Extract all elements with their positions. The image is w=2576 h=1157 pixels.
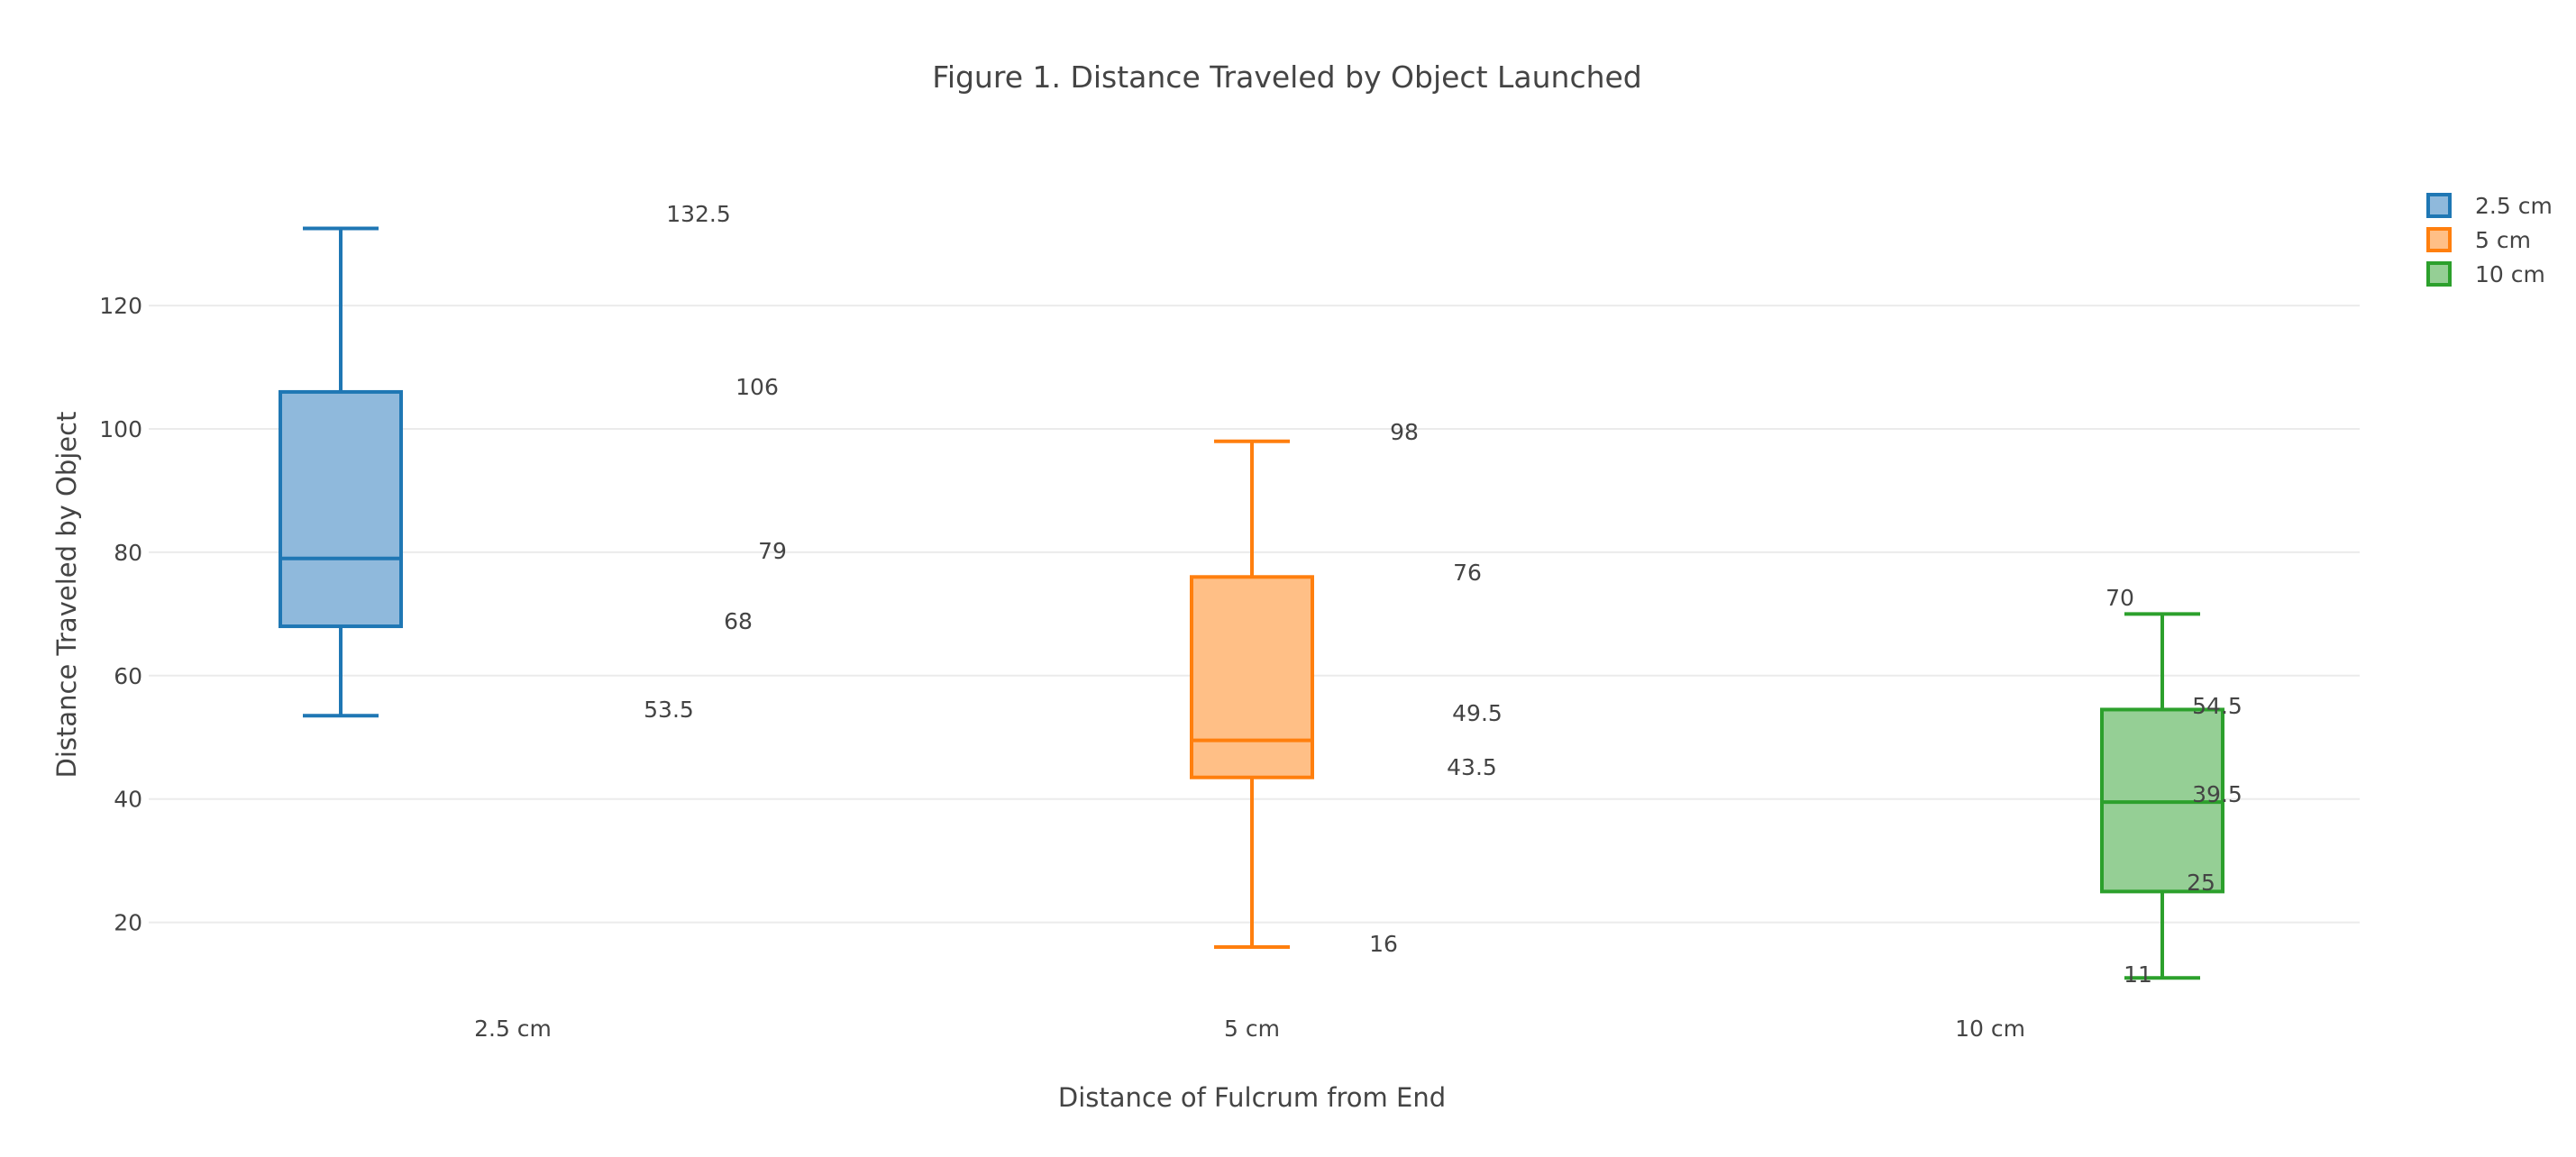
value-annotation: 43.5: [1447, 754, 1497, 780]
value-annotation: 39.5: [2192, 781, 2243, 807]
value-annotation: 132.5: [666, 201, 731, 227]
value-annotation: 11: [2124, 961, 2152, 988]
y-tick-label: 100: [99, 416, 142, 442]
legend-item: 10 cm: [2426, 261, 2545, 287]
value-annotations: 132.5 106 79 68 53.5 98 76 49.5 43.5 16 70 54.5 39.5…: [644, 201, 2243, 988]
box-trace: [279, 226, 403, 718]
value-annotation: 76: [1453, 560, 1482, 586]
box-trace: [2100, 612, 2224, 980]
legend-item: 2.5 cm: [2426, 193, 2553, 219]
legend-swatch: [2426, 193, 2452, 218]
value-annotation: 106: [735, 374, 779, 400]
value-annotation: 79: [758, 538, 787, 564]
legend-swatch: [2426, 227, 2452, 252]
iqr-box: [1190, 575, 1314, 779]
x-axis-title: Distance of Fulcrum from End: [1058, 1082, 1446, 1113]
y-tick-label: 20: [114, 910, 142, 936]
legend-label: 10 cm: [2475, 261, 2545, 287]
axis-ticks: 20 40 60 80 100 120 2.5 cm 5 cm 10 cm: [99, 293, 2025, 1042]
value-annotation: 70: [2106, 585, 2134, 611]
legend-item: 5 cm: [2426, 227, 2531, 253]
y-tick-label: 40: [114, 787, 142, 813]
iqr-box: [279, 389, 403, 629]
chart-title: Figure 1. Distance Traveled by Object La…: [932, 59, 1642, 95]
x-tick-label: 5 cm: [1224, 1016, 1280, 1042]
y-tick-label: 120: [99, 293, 142, 319]
x-tick-label: 2.5 cm: [474, 1016, 552, 1042]
legend-label: 5 cm: [2475, 227, 2531, 253]
value-annotation: 68: [724, 608, 753, 634]
y-axis-title: Distance Traveled by Object: [51, 412, 82, 779]
box-trace: [1190, 439, 1314, 949]
y-tick-label: 80: [114, 540, 142, 566]
value-annotation: 49.5: [1452, 700, 1503, 726]
value-annotation: 53.5: [644, 697, 694, 723]
value-annotation: 16: [1369, 931, 1398, 957]
x-tick-label: 10 cm: [1955, 1016, 2025, 1042]
value-annotation: 98: [1390, 419, 1419, 445]
legend: 2.5 cm 5 cm 10 cm: [2426, 193, 2553, 287]
y-tick-label: 60: [114, 663, 142, 689]
box-traces: [279, 226, 2224, 980]
legend-label: 2.5 cm: [2475, 193, 2553, 219]
value-annotation: 25: [2187, 870, 2215, 896]
value-annotation: 54.5: [2192, 693, 2243, 719]
legend-swatch: [2426, 261, 2452, 287]
